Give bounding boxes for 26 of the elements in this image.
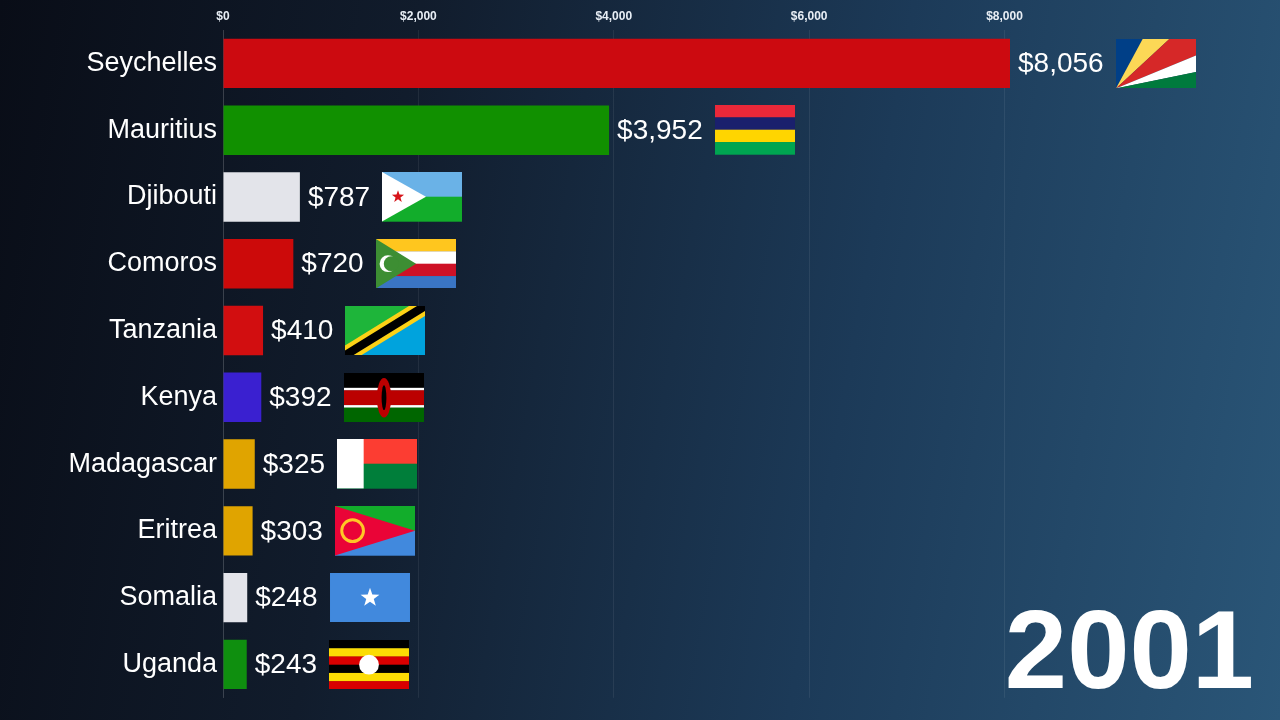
data-label: $303: [260, 514, 323, 546]
y-tick-label: Uganda: [122, 647, 218, 678]
data-label: $325: [262, 447, 326, 479]
data-label: $410: [271, 314, 334, 346]
data-label: $3,952: [617, 113, 703, 145]
y-tick-label: Comoros: [107, 247, 217, 278]
y-tick-label: Eritrea: [137, 514, 218, 545]
y-tick-label: Seychelles: [86, 46, 217, 77]
x-tick-label: $6,000: [790, 9, 828, 24]
y-tick-label: Madagascar: [68, 447, 217, 478]
y-tick-label: Tanzania: [108, 313, 218, 344]
data-label: $248: [255, 581, 318, 613]
data-label: $787: [307, 180, 371, 212]
data-label: $720: [301, 247, 364, 279]
data-label: $243: [254, 648, 318, 680]
data-label: $392: [269, 381, 332, 413]
y-tick-label: Djibouti: [126, 180, 217, 211]
x-tick-label: $4,000: [595, 9, 633, 24]
data-label: $8,056: [1018, 47, 1104, 79]
x-tick-label: $0: [216, 9, 230, 24]
y-tick-label: Somalia: [119, 581, 218, 612]
x-tick-label: $8,000: [986, 9, 1024, 24]
annotation: 2001: [1004, 587, 1254, 712]
y-tick-label: Kenya: [140, 380, 218, 411]
y-tick-label: Mauritius: [107, 113, 217, 144]
x-tick-label: $2,000: [400, 9, 438, 24]
